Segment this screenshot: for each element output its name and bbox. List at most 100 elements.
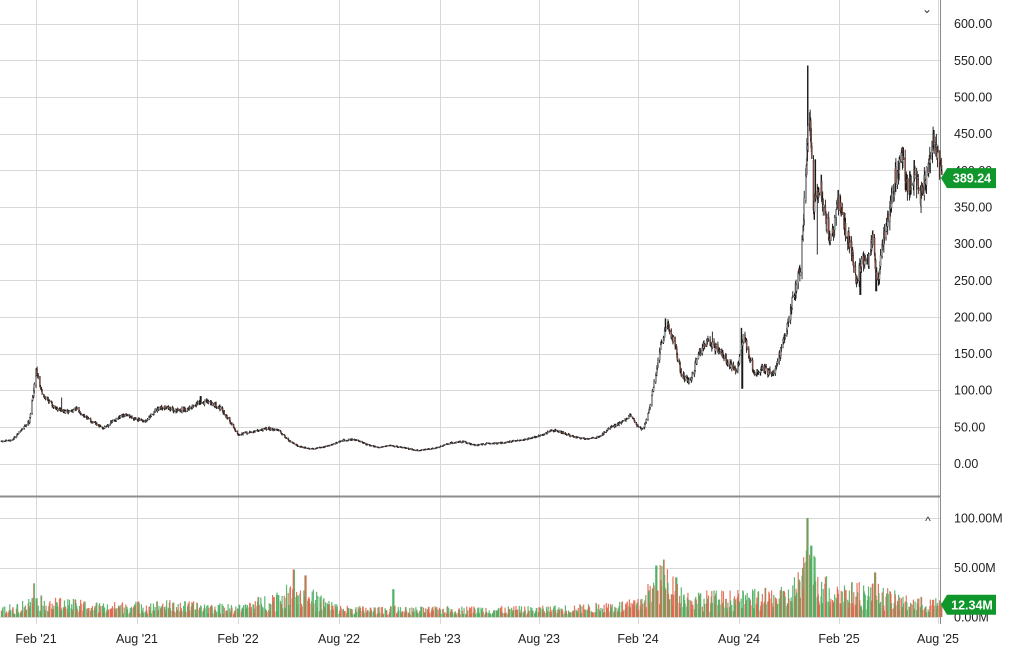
volume-bar-down <box>76 608 78 617</box>
volume-bar-up <box>409 614 411 617</box>
volume-bar-up <box>278 595 280 617</box>
volume-bar-down <box>377 607 379 617</box>
volume-bar-up <box>773 594 775 617</box>
price-candle-down <box>641 427 644 430</box>
volume-bar-up <box>518 605 520 617</box>
volume-bar-up <box>841 591 843 617</box>
volume-bar-up <box>906 602 908 617</box>
volume-bar-down <box>922 609 924 617</box>
price-candle-up <box>45 396 47 400</box>
volume-bar-up <box>195 609 197 617</box>
volume-bar-up <box>826 601 828 617</box>
price-candle-up <box>109 423 111 426</box>
price-candle-down <box>184 408 187 411</box>
price-candle-down <box>297 445 299 448</box>
price-candle-up <box>802 226 804 240</box>
price-candle-up <box>493 442 496 444</box>
last-price-value: 389.24 <box>953 172 991 186</box>
volume-bar-up <box>746 592 748 617</box>
price-candle-down <box>917 179 920 186</box>
volume-bar-down <box>584 609 586 617</box>
price-candle-up <box>219 406 222 410</box>
price-candle-down <box>355 439 358 441</box>
x-tick-label: Aug '22 <box>318 632 360 646</box>
volume-bar-up <box>856 592 859 617</box>
volume-bar-down <box>641 603 644 617</box>
volume-bar-up <box>440 613 442 617</box>
volume-bar-up <box>821 581 823 617</box>
price-candle-down <box>39 376 41 387</box>
price-candle-up <box>103 426 106 429</box>
volume-bar-down <box>931 599 934 617</box>
price-candle-up <box>72 409 75 413</box>
volume-bar-up <box>367 610 369 617</box>
volume-bar-down <box>100 606 102 617</box>
volume-bar-up <box>276 592 278 617</box>
volume-bar-up <box>601 608 604 617</box>
price-candle-up <box>471 444 473 446</box>
volume-bar-up <box>542 608 544 617</box>
price-candle-up <box>807 125 809 144</box>
price-candle-down <box>780 347 783 349</box>
price-candle-up <box>486 442 488 444</box>
volume-bar-up <box>96 602 98 617</box>
last-volume-badge <box>941 594 996 615</box>
price-candle-up <box>246 433 249 435</box>
volume-bar-up <box>166 600 168 617</box>
volume-bar-down <box>466 606 468 617</box>
price-candle-up <box>776 361 779 364</box>
price-candle-up <box>398 446 400 448</box>
price-y-tick-label: 0.00 <box>954 457 978 471</box>
volume-bar-up <box>480 609 483 617</box>
price-candle-up <box>684 376 686 380</box>
collapse-pane-button[interactable]: ⌄ <box>922 2 932 16</box>
price-candle-up <box>258 430 260 432</box>
price-candle-up <box>305 447 307 449</box>
volume-bar-up <box>906 610 908 617</box>
volume-bar-down <box>750 605 752 617</box>
price-candle-up <box>490 443 492 445</box>
price-candle-up <box>16 434 18 437</box>
volume-bar-up <box>10 610 12 617</box>
price-candle-up <box>797 272 799 284</box>
volume-bar-down <box>332 609 335 617</box>
volume-bar-down <box>665 589 667 617</box>
volume-bar-down <box>12 607 14 617</box>
price-candle-up <box>2 440 4 442</box>
price-candle-up <box>645 419 648 423</box>
volume-bar-up <box>214 609 217 617</box>
price-candle-down <box>235 430 237 432</box>
volume-bar-down <box>830 598 832 617</box>
volume-bar-up <box>204 608 206 617</box>
volume-bar-up <box>150 603 152 617</box>
price-y-tick-label: 200.00 <box>954 310 992 324</box>
price-candle-down <box>328 445 331 447</box>
volume-bar-up <box>285 584 288 617</box>
volume-bar-down <box>788 598 790 617</box>
price-candle-up <box>111 420 114 423</box>
price-candle-down <box>937 150 939 152</box>
volume-bar-up <box>727 602 729 617</box>
price-candle-up <box>181 407 183 413</box>
volume-bar-down <box>626 601 628 617</box>
volume-bar-down <box>359 608 362 617</box>
price-candle-up <box>879 255 882 267</box>
volume-bar-down <box>918 598 920 617</box>
volume-bar-up <box>711 602 713 617</box>
volume-bar-down <box>258 604 260 617</box>
price-candle-up <box>401 447 404 449</box>
expand-pane-button[interactable]: ^ <box>925 514 931 528</box>
volume-bar-up <box>467 610 469 617</box>
volume-bar-down <box>107 609 110 617</box>
volume-bar-up <box>158 606 160 617</box>
price-candle-up <box>655 374 657 383</box>
volume-bar-down <box>468 607 471 617</box>
volume-bar-up <box>914 601 916 617</box>
price-candle-down <box>825 212 827 224</box>
price-candle-down <box>127 414 129 416</box>
volume-bar-down <box>653 585 655 617</box>
x-tick-label: Feb '22 <box>217 632 258 646</box>
volume-bar-up <box>41 605 43 617</box>
price-candle-down <box>123 414 125 417</box>
volume-bar-down <box>644 600 646 617</box>
